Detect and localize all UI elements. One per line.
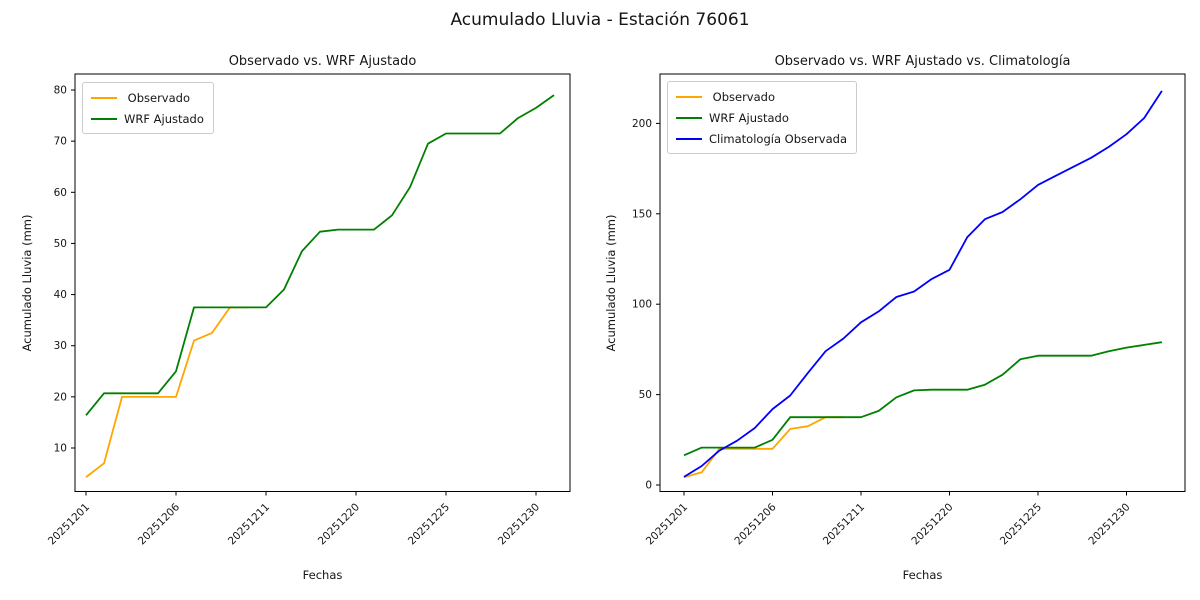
legend-item: WRF Ajustado	[91, 108, 204, 129]
legend-item: Climatología Observada	[676, 128, 847, 149]
series-line-observado	[85, 306, 248, 478]
left-xaxis-label: Fechas	[302, 568, 343, 582]
series-line-wrf-ajustado	[683, 341, 1163, 457]
y-tick-label: 30	[54, 340, 67, 352]
x-tick-label: 20251206	[732, 501, 779, 548]
y-tick-label: 70	[54, 136, 67, 148]
legend-item: Observado	[91, 87, 204, 108]
plot-border	[659, 73, 1186, 492]
y-tick-label: 100	[632, 299, 652, 311]
y-tick-label: 10	[54, 443, 67, 455]
right-subplot-title: Observado vs. WRF Ajustado vs. Climatolo…	[774, 54, 1071, 69]
left-legend: Observado WRF Ajustado	[82, 82, 214, 134]
legend-item: WRF Ajustado	[676, 107, 847, 128]
left-subplot-title: Observado vs. WRF Ajustado	[228, 54, 417, 69]
y-tick-label: 80	[54, 85, 67, 97]
y-tick-label: 200	[632, 118, 652, 130]
y-tick-label: 50	[54, 238, 67, 250]
x-tick-label: 20251225	[406, 501, 452, 547]
legend-label: WRF Ajustado	[124, 111, 204, 126]
left-plot-area: 10 20 30 40 50 60 70 80 20251201 20251206 20251211…	[46, 73, 571, 548]
legend-line-sample	[676, 137, 702, 140]
y-tick-label: 50	[639, 389, 652, 401]
left-yaxis-label: Acumulado Lluvia (mm)	[20, 214, 34, 352]
legend-line-sample	[91, 96, 117, 99]
legend-item: Observado	[676, 86, 847, 107]
y-tick-label: 40	[54, 289, 67, 301]
x-tick-label: 20251230	[1086, 501, 1132, 547]
y-tick-label: 0	[645, 480, 652, 492]
y-tick-label: 150	[632, 208, 652, 220]
legend-line-sample	[676, 116, 702, 119]
right-xaxis-label: Fechas	[902, 568, 943, 582]
x-tick-label: 20251225	[998, 501, 1044, 547]
legend-label: Observado	[709, 89, 775, 104]
legend-label: Climatología Observada	[709, 131, 847, 146]
y-tick-label: 20	[54, 391, 67, 403]
x-tick-label: 20251206	[136, 501, 183, 548]
x-tick-label: 20251211	[226, 501, 272, 547]
legend-line-sample	[91, 117, 117, 120]
right-yaxis-label: Acumulado Lluvia (mm)	[604, 214, 618, 352]
x-tick-label: 20251201	[644, 501, 690, 547]
x-tick-label: 20251211	[821, 501, 867, 547]
series-line-climatolog-a-observada	[683, 90, 1163, 478]
x-tick-label: 20251230	[496, 501, 542, 547]
x-tick-label: 20251220	[909, 501, 955, 547]
x-tick-label: 20251201	[46, 501, 92, 547]
legend-label: WRF Ajustado	[709, 110, 789, 125]
y-tick-label: 60	[54, 187, 67, 199]
x-tick-label: 20251220	[316, 501, 362, 547]
legend-line-sample	[676, 95, 702, 98]
right-legend: Observado WRF Ajustado Climatología Observ…	[667, 81, 857, 154]
series-line-observado	[683, 416, 844, 479]
series-line-wrf-ajustado	[85, 94, 555, 416]
legend-label: Observado	[124, 90, 190, 105]
figure-suptitle: Acumulado Lluvia - Estación 76061	[450, 10, 750, 30]
plot-border	[74, 73, 571, 492]
